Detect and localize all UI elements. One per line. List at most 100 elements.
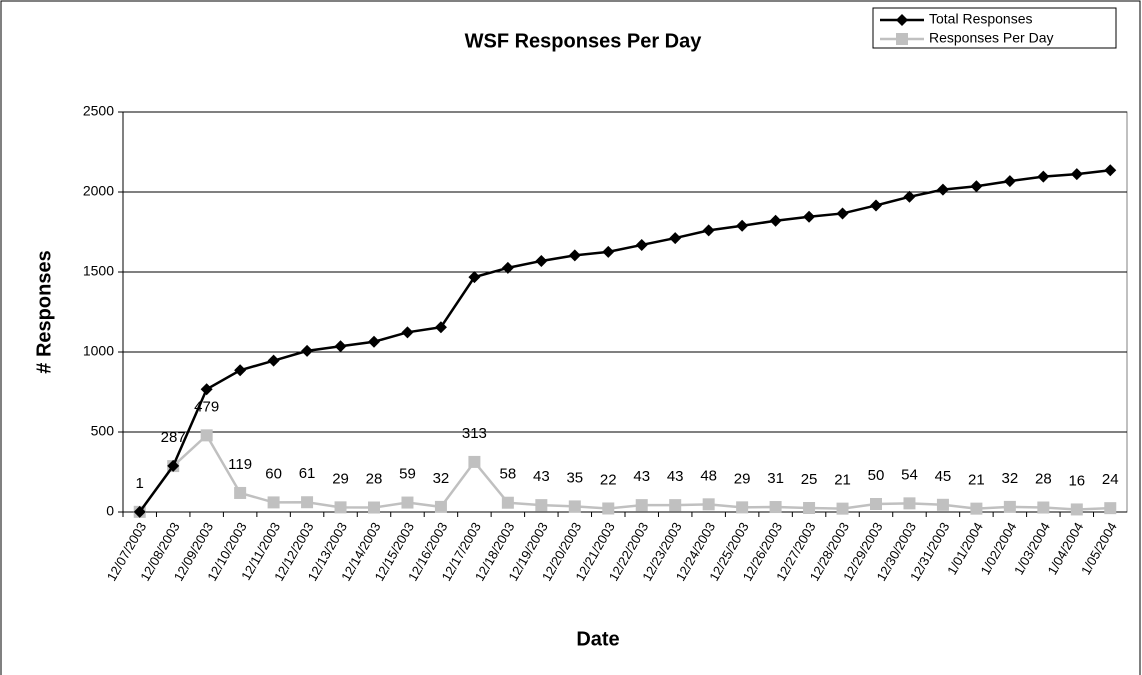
legend-label: Total Responses — [929, 11, 1033, 27]
data-point — [702, 224, 715, 237]
data-label: 24 — [1102, 471, 1119, 488]
data-point — [234, 364, 247, 377]
data-point — [535, 499, 548, 512]
data-point — [1070, 168, 1083, 181]
data-point — [602, 245, 615, 258]
data-point — [267, 496, 280, 509]
legend-box — [872, 7, 1117, 49]
data-point — [568, 249, 581, 262]
data-label: 287 — [161, 429, 186, 446]
data-label: 58 — [500, 466, 517, 483]
y-tick-label: 0 — [106, 503, 114, 519]
data-label: 22 — [600, 471, 617, 488]
data-point — [167, 459, 180, 472]
data-point — [301, 496, 314, 509]
y-tick-label: 500 — [91, 423, 115, 439]
data-label: 31 — [767, 470, 784, 487]
data-point — [669, 232, 682, 245]
data-label: 54 — [901, 466, 918, 483]
data-point — [903, 497, 916, 510]
data-label: 43 — [633, 468, 650, 485]
data-point — [568, 500, 581, 513]
data-point — [702, 498, 715, 511]
data-point — [468, 271, 481, 284]
plot-area — [122, 111, 1128, 513]
data-label: 313 — [462, 425, 487, 442]
data-point — [334, 340, 347, 353]
data-point — [1003, 175, 1016, 188]
data-label: 119 — [228, 456, 252, 473]
data-point — [970, 502, 983, 515]
y-tick-label: 2000 — [83, 183, 114, 199]
data-point — [870, 498, 882, 510]
data-point — [870, 199, 882, 212]
data-label: 45 — [935, 468, 952, 485]
legend-marker — [896, 33, 908, 45]
data-label: 29 — [332, 470, 349, 487]
data-point — [736, 219, 749, 232]
data-label: 25 — [801, 471, 818, 488]
series-line — [138, 168, 1111, 513]
y-tick-label: 1000 — [83, 343, 114, 359]
data-label: 35 — [566, 469, 583, 486]
data-point — [200, 429, 213, 442]
data-label: 1 — [136, 475, 144, 492]
data-point — [836, 207, 849, 220]
data-label: 59 — [399, 466, 416, 483]
data-label: 60 — [265, 465, 282, 482]
data-label: 43 — [667, 468, 684, 485]
y-axis-label: # Responses — [33, 250, 55, 373]
data-point — [635, 499, 648, 512]
legend-marker — [896, 14, 908, 26]
data-label: 28 — [1035, 470, 1052, 487]
data-label: 61 — [299, 465, 316, 482]
data-point — [970, 180, 983, 193]
data-point — [401, 326, 414, 339]
data-point — [1037, 170, 1050, 183]
data-point — [501, 261, 514, 274]
data-point — [1104, 164, 1117, 177]
data-point — [836, 502, 849, 515]
legend-label: Responses Per Day — [929, 30, 1054, 46]
data-label: 21 — [968, 472, 985, 489]
data-point — [301, 344, 314, 357]
data-point — [434, 321, 447, 334]
data-point — [368, 501, 380, 514]
data-label: 32 — [433, 470, 450, 487]
data-label: 50 — [868, 467, 885, 484]
data-point — [903, 190, 916, 203]
data-label: 48 — [700, 467, 717, 484]
data-point — [602, 502, 615, 515]
x-axis-label: Date — [576, 628, 619, 650]
data-point — [535, 254, 548, 267]
data-point — [936, 183, 949, 196]
data-point — [769, 501, 782, 514]
y-tick-label: 1500 — [83, 263, 114, 279]
data-point — [803, 502, 816, 514]
data-point — [434, 500, 447, 513]
data-point — [334, 501, 347, 514]
data-point — [936, 498, 949, 511]
data-point — [267, 354, 280, 367]
data-point — [635, 238, 648, 251]
y-tick-label: 2500 — [83, 103, 114, 119]
data-point — [501, 496, 514, 509]
data-point — [669, 499, 682, 512]
data-point — [200, 383, 213, 396]
data-point — [1037, 501, 1050, 514]
data-point — [1070, 503, 1083, 516]
data-point — [368, 335, 380, 348]
data-point — [468, 455, 481, 468]
data-label: 43 — [533, 468, 550, 485]
data-point — [769, 214, 782, 227]
data-point — [133, 505, 146, 518]
data-label: 16 — [1068, 472, 1085, 489]
data-point — [234, 486, 247, 499]
data-label: 28 — [366, 470, 383, 487]
data-point — [736, 501, 749, 514]
data-point — [401, 496, 414, 509]
data-label: 32 — [1002, 470, 1019, 487]
data-label: 21 — [834, 472, 851, 489]
